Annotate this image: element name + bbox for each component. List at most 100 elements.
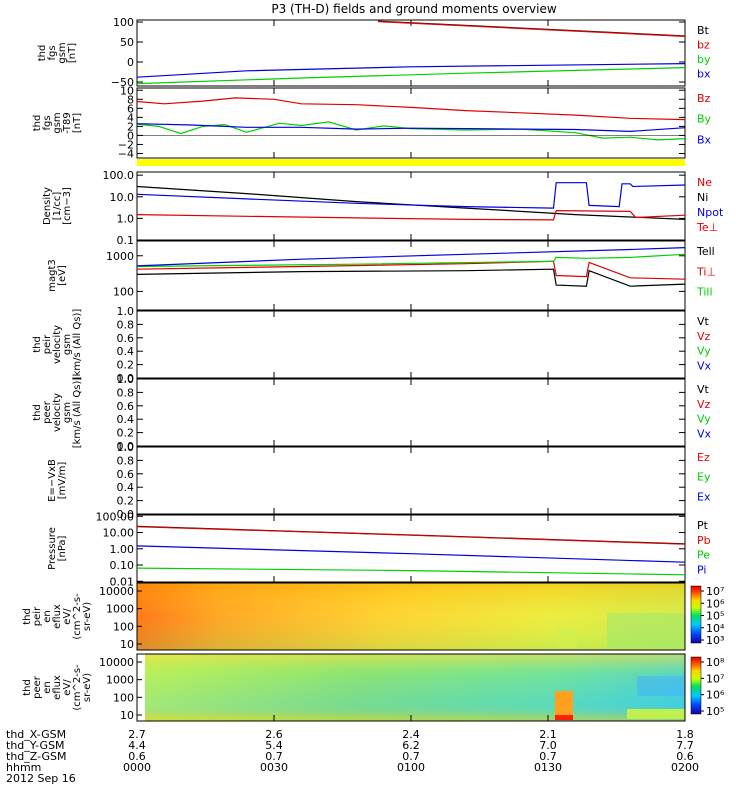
y-tick-label: 6 (127, 102, 134, 115)
axis-row-label: thd_X-GSM (6, 728, 66, 741)
y-axis-label: thdfgsgsm[nT] (37, 42, 78, 63)
axis-row-value: 7.7 (676, 739, 694, 752)
y-axis-label-line: thd (37, 45, 48, 62)
axis-row-value: 0.7 (402, 750, 420, 763)
legend-entry: Pi (697, 563, 706, 576)
y-tick-label: −50 (111, 76, 134, 89)
y-tick-label: 1.0 (117, 441, 135, 454)
colorbar-label: 10⁶ (706, 689, 725, 702)
y-tick-label: 0.6 (117, 332, 135, 345)
y-tick-label: 50 (120, 36, 134, 49)
legend-entry: bz (697, 39, 710, 52)
y-tick-label: 10 (120, 709, 134, 722)
legend-entry: by (697, 53, 711, 66)
series-tell-line (136, 268, 686, 287)
legend-entry: Till (696, 286, 713, 299)
panel-temperature: 1000 100 magt3[eV] Tell Ti⊥ Till (47, 240, 716, 311)
y-axis-label-line: -T89 (62, 112, 73, 134)
y-axis-label-line: thd (22, 608, 33, 625)
chart-title: P3 (TH-D) fields and ground moments over… (271, 2, 556, 16)
panel-peir: 1.00.80.60.40.20.0thdpeirvelocitygsm[km/… (32, 305, 712, 385)
axis-row-value: 2.4 (402, 728, 420, 741)
y-axis-label-line: thd (32, 336, 43, 353)
axis-row-value: 0130 (534, 761, 562, 774)
y-tick-label: 0.8 (117, 386, 135, 399)
date-label: 2012 Sep 16 (6, 772, 76, 785)
heatmap-patch (555, 715, 573, 720)
legend-entry: Pb (697, 534, 711, 547)
y-axis-label: Density[1/cc][cm−3] (42, 187, 73, 225)
legend-entry: bx (697, 68, 711, 81)
y-axis-label: thdpeerenefluxeV/(cm^2-s-sr-eV) (22, 664, 93, 711)
panel-frame (136, 240, 686, 311)
y-tick-label: 100 (113, 16, 134, 29)
axis-row-value: 0000 (123, 761, 151, 774)
legend-entry: Bt (697, 24, 710, 37)
y-axis-label-line: [km/s (All Qs)] (72, 309, 83, 381)
y-tick-label: 0.0 (117, 440, 135, 453)
y-tick-label: 10000 (99, 585, 134, 598)
colorbar-label: 10⁷ (706, 585, 724, 598)
series-by-line (136, 121, 686, 141)
series-bx-line (136, 63, 686, 78)
y-tick-label: 100.0 (103, 169, 135, 182)
colorbar-label: 10⁶ (706, 597, 725, 610)
y-tick-label: −4 (118, 147, 134, 160)
y-axis-label-line: en (42, 610, 53, 623)
panel-frame (136, 582, 686, 651)
y-tick-label: 2 (127, 120, 134, 133)
y-axis-label: thdpeirvelocitygsm[km/s (All Qs)] (32, 309, 83, 381)
series-ti-line (136, 260, 686, 280)
y-axis-label-line: [cm−3] (62, 187, 73, 225)
panel-frame (136, 378, 686, 447)
legend-entry: Ti⊥ (696, 265, 716, 278)
legend-entry: Vz (697, 330, 711, 343)
legend-entry: Bx (697, 133, 712, 146)
y-tick-label: 0.10 (110, 559, 135, 572)
legend-entry: Ne (697, 176, 712, 189)
series-till-line (136, 253, 686, 268)
y-axis-label-line: thd (32, 404, 43, 421)
legend-entry: Ex (697, 490, 711, 503)
y-tick-label: 10000 (99, 656, 134, 669)
y-tick-label: 0.4 (117, 481, 135, 494)
heatmap-data-gap (137, 654, 145, 721)
colorbar-label: 10⁸ (706, 656, 725, 669)
legend-entry: Vx (697, 359, 712, 372)
legend-entry: Te⊥ (696, 221, 718, 234)
y-tick-label: 10 (120, 638, 134, 651)
y-tick-label: 1000 (106, 250, 134, 263)
y-tick-label: −2 (118, 138, 134, 151)
heatmap-patch (607, 613, 685, 648)
axis-footer: thd_X-GSM 2.7 2.6 2.4 2.1 1.8 thd_Y-GSM 4.4 5.4 6… (6, 715, 699, 785)
legend-entry: Ey (697, 471, 711, 484)
legend-entry: Tell (696, 245, 715, 258)
y-axis-label-line: peir (42, 334, 53, 354)
panel-frame (136, 87, 686, 159)
y-tick-label: 10 (120, 84, 134, 97)
y-axis-label-line: [1/cc] (52, 192, 63, 221)
y-tick-label: 10.00 (103, 527, 135, 540)
series-bz-line (136, 97, 686, 121)
colorbar (690, 656, 702, 715)
legend-entry: Pt (697, 519, 709, 532)
legend-entry: Vy (697, 345, 711, 358)
y-tick-label: 1.00 (110, 543, 135, 556)
y-axis-label-line: (cm^2-s- (72, 593, 83, 640)
series-pe-line (136, 567, 686, 576)
y-axis-label-line: [eV] (57, 265, 68, 286)
series-ne-line (136, 209, 686, 221)
heatmap-patch (637, 676, 685, 696)
axis-row-value: 0030 (260, 761, 288, 774)
y-axis-label-line: peer (32, 675, 43, 699)
axis-row-value: 2.1 (539, 728, 557, 741)
y-tick-label: 0.4 (117, 345, 135, 358)
y-axis-label-line: velocity (52, 393, 63, 432)
panel-density: 100.0 10.0 1.0 0.1 Density[1/cc][cm−3] Ne Ni Np… (42, 169, 724, 247)
y-tick-label: 0 (127, 56, 134, 69)
y-axis-label-line: thd (22, 679, 33, 696)
